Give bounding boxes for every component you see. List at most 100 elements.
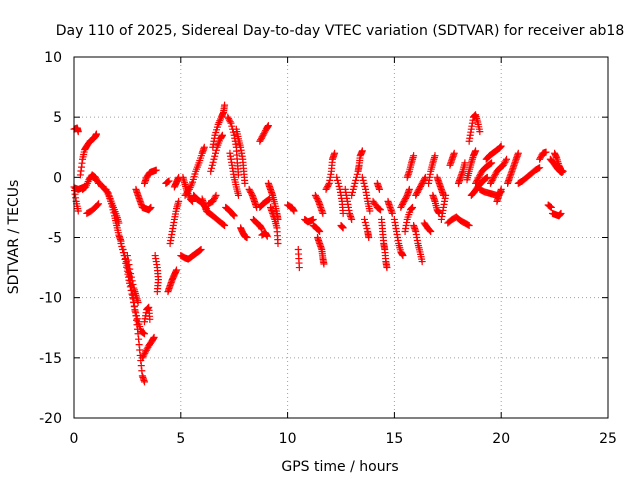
chart-title: Day 110 of 2025, Sidereal Day-to-day VTE… (56, 23, 625, 39)
data-point (119, 246, 127, 254)
data-point (257, 136, 265, 144)
data-point (348, 215, 356, 223)
data-point (243, 234, 251, 241)
data-point (487, 159, 495, 167)
data-point (264, 122, 272, 130)
data-point (263, 232, 271, 240)
data-point (189, 197, 197, 205)
data-point (138, 354, 146, 362)
data-point (419, 178, 427, 186)
data-point (143, 345, 151, 353)
data-point (557, 209, 565, 217)
data-point (414, 187, 422, 195)
data-point (376, 205, 384, 213)
data-point (74, 207, 82, 215)
data-point (335, 182, 343, 190)
y-tick-label: 10 (44, 50, 62, 66)
data-point (209, 158, 217, 166)
data-point (229, 128, 237, 136)
data-point (358, 173, 366, 181)
data-point (208, 164, 216, 172)
data-point (535, 164, 543, 172)
data-point (142, 346, 150, 354)
data-point (227, 119, 235, 127)
data-point (547, 203, 555, 211)
data-point (319, 209, 327, 217)
x-tick-label: 15 (385, 431, 403, 447)
data-point (312, 193, 320, 201)
data-point (230, 212, 238, 220)
data-point (314, 196, 322, 204)
data-point (473, 176, 481, 184)
data-point (129, 280, 137, 288)
data-point (426, 227, 434, 235)
x-tick-label: 20 (492, 431, 510, 447)
data-point (95, 200, 103, 208)
data-point (397, 203, 405, 211)
data-point (248, 190, 256, 198)
data-point (131, 306, 139, 314)
data-point (401, 196, 409, 204)
data-point (74, 128, 82, 136)
y-tick-label: -15 (39, 351, 62, 367)
data-point (418, 179, 426, 187)
data-point (350, 182, 358, 190)
data-point (375, 185, 383, 193)
data-point (409, 203, 417, 211)
data-point (128, 277, 136, 285)
tick-labels: 0 5 10 15 20 25 10 5 0 -5 -10 -15 -20 (39, 50, 617, 447)
data-point (475, 173, 483, 181)
data-point (226, 118, 234, 126)
data-point (348, 191, 356, 199)
data-point (146, 315, 154, 323)
data-point (417, 182, 425, 190)
data-point (211, 193, 219, 201)
data-point (322, 185, 330, 193)
data-point (115, 219, 123, 227)
data-point (334, 179, 342, 187)
data-point (315, 227, 323, 235)
data-point (499, 161, 507, 169)
data-point (486, 160, 494, 168)
data-point (497, 185, 505, 193)
data-point (497, 142, 505, 150)
x-tick-label: 25 (599, 431, 617, 447)
data-point (123, 252, 131, 260)
data-point (487, 178, 495, 186)
data-point (153, 288, 161, 296)
data-point (175, 197, 183, 205)
data-point (333, 173, 341, 181)
data-point (124, 256, 132, 264)
data-point (89, 173, 97, 181)
data-point (316, 227, 324, 235)
data-point (352, 176, 360, 184)
data-point (311, 191, 319, 199)
data-point (472, 179, 480, 187)
data-point (410, 152, 418, 160)
data-point (219, 220, 227, 228)
data-point (483, 174, 491, 182)
data-point (360, 179, 368, 187)
data-point (536, 164, 544, 172)
y-tick-label: 0 (53, 170, 62, 186)
data-point (489, 175, 497, 183)
data-point (140, 378, 148, 386)
data-point (502, 157, 510, 165)
data-point (309, 215, 317, 223)
data-point (412, 191, 420, 199)
data-point (295, 264, 303, 272)
data-point (359, 176, 367, 184)
data-point (559, 167, 567, 175)
data-point (147, 203, 155, 211)
data-point (258, 133, 266, 141)
data-point (398, 200, 406, 208)
data-point (415, 185, 423, 193)
data-point (92, 130, 100, 138)
data-point (209, 197, 217, 205)
data-point (399, 199, 407, 207)
data-point (132, 309, 140, 317)
data-point (320, 260, 328, 268)
data-point (413, 190, 421, 198)
data-point (127, 273, 135, 281)
